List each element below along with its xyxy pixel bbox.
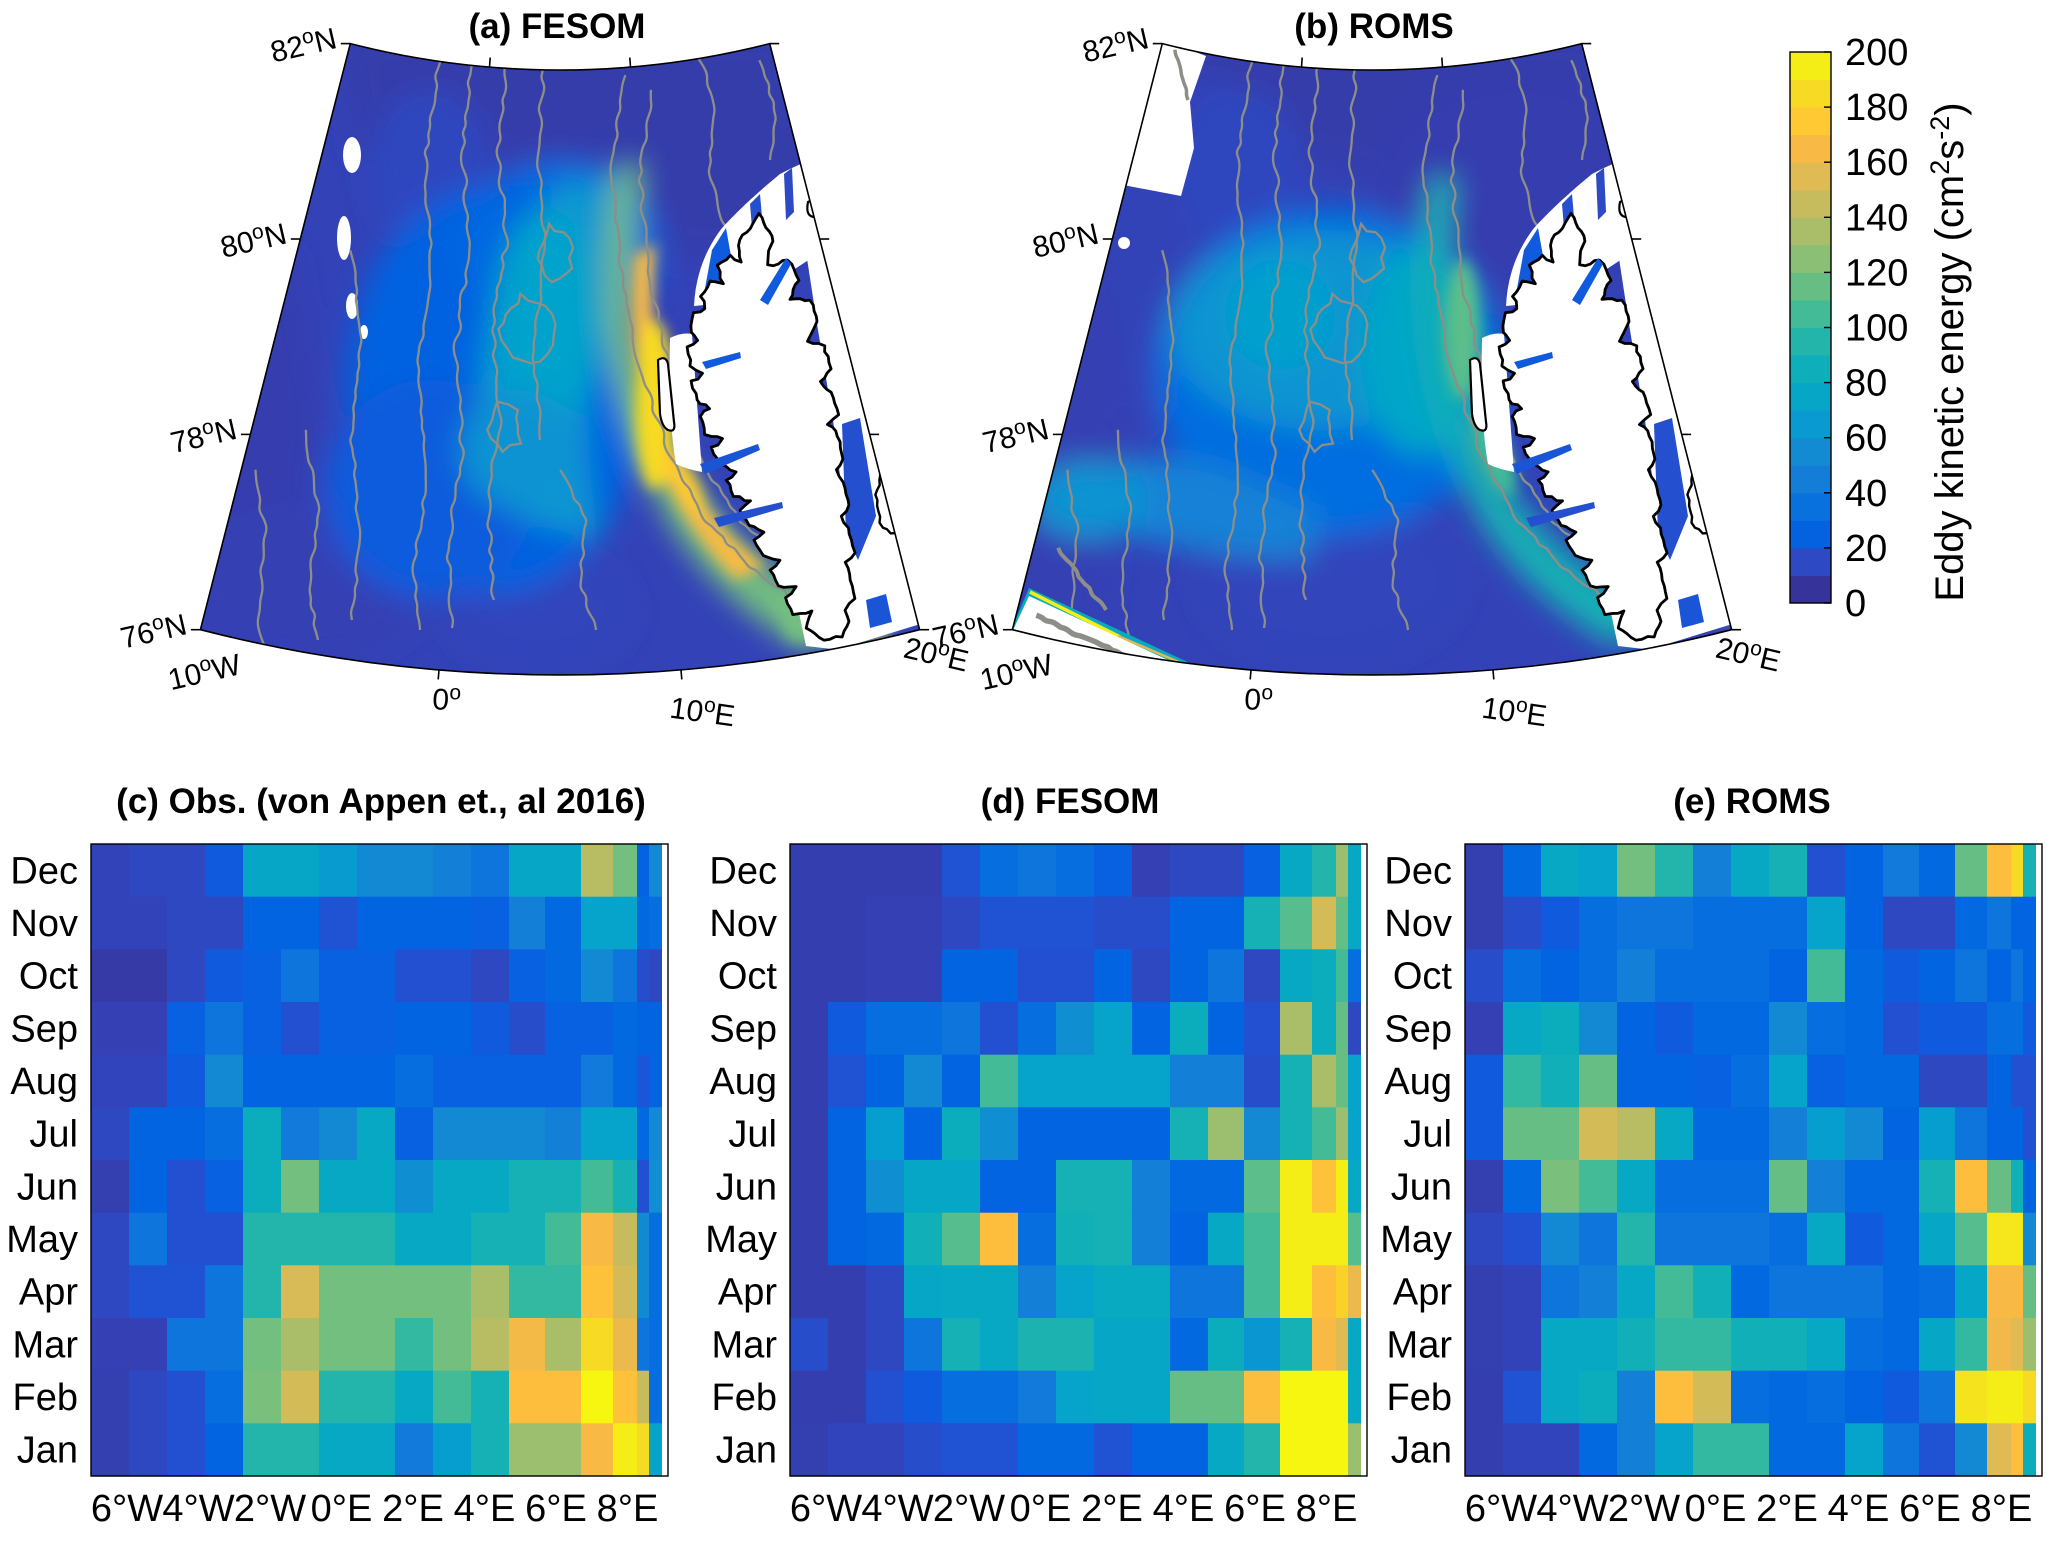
svg-text:Aug: Aug [1384,1061,1452,1103]
svg-text:80: 80 [1845,363,1887,405]
svg-text:Aug: Aug [709,1061,777,1103]
svg-text:Mar: Mar [13,1324,79,1366]
svg-text:Sep: Sep [10,1008,78,1050]
svg-text:140: 140 [1845,197,1908,239]
svg-text:Jun: Jun [716,1166,777,1208]
svg-text:2°W: 2°W [1608,1488,1680,1530]
svg-text:Dec: Dec [709,850,777,892]
svg-text:Oct: Oct [19,956,79,998]
svg-text:Jan: Jan [716,1430,777,1472]
svg-text:Jun: Jun [1391,1166,1452,1208]
svg-text:Oct: Oct [718,956,778,998]
svg-text:4°W: 4°W [1536,1488,1608,1530]
svg-text:Jul: Jul [29,1114,78,1156]
svg-text:6°E: 6°E [525,1488,587,1530]
svg-text:Feb: Feb [712,1377,777,1419]
svg-text:May: May [705,1219,777,1261]
svg-text:2°E: 2°E [1756,1488,1818,1530]
svg-text:0°E: 0°E [1685,1488,1747,1530]
svg-text:160: 160 [1845,142,1908,184]
svg-text:2°W: 2°W [933,1488,1005,1530]
svg-text:0°E: 0°E [1010,1488,1072,1530]
svg-text:8°E: 8°E [1971,1488,2033,1530]
svg-text:May: May [1380,1219,1452,1261]
svg-text:6°W: 6°W [790,1488,862,1530]
svg-text:Jan: Jan [1391,1430,1452,1472]
svg-text:(b) ROMS: (b) ROMS [1294,7,1453,46]
svg-text:Dec: Dec [10,850,78,892]
svg-text:Dec: Dec [1384,850,1452,892]
svg-text:6°E: 6°E [1899,1488,1961,1530]
svg-text:Apr: Apr [1393,1272,1452,1314]
svg-text:Nov: Nov [709,903,777,945]
svg-text:2°E: 2°E [1081,1488,1143,1530]
svg-text:40: 40 [1845,473,1887,515]
svg-text:Feb: Feb [1387,1377,1452,1419]
svg-text:(a) FESOM: (a) FESOM [469,7,646,46]
svg-text:Sep: Sep [1384,1008,1452,1050]
svg-text:(d) FESOM: (d) FESOM [981,782,1160,821]
svg-text:Eddy kinetic energy (cm2s-2): Eddy kinetic energy (cm2s-2) [1925,102,1972,601]
svg-text:Jul: Jul [728,1114,777,1156]
svg-text:4°E: 4°E [454,1488,516,1530]
svg-text:4°E: 4°E [1828,1488,1890,1530]
svg-text:120: 120 [1845,252,1908,294]
svg-text:2°E: 2°E [382,1488,444,1530]
svg-text:4°W: 4°W [861,1488,933,1530]
svg-text:Jun: Jun [17,1166,78,1208]
svg-text:0: 0 [1845,583,1866,625]
svg-text:6°W: 6°W [1465,1488,1537,1530]
svg-text:0o: 0o [1243,680,1273,717]
svg-text:Jan: Jan [17,1430,78,1472]
svg-text:Mar: Mar [712,1324,778,1366]
svg-text:Mar: Mar [1387,1324,1453,1366]
svg-text:Oct: Oct [1393,956,1453,998]
svg-text:6°W: 6°W [91,1488,163,1530]
svg-text:(e) ROMS: (e) ROMS [1673,782,1831,821]
svg-text:20: 20 [1845,528,1887,570]
svg-text:4°E: 4°E [1153,1488,1215,1530]
svg-text:0°E: 0°E [311,1488,373,1530]
svg-text:6°E: 6°E [1224,1488,1286,1530]
svg-text:Nov: Nov [10,903,78,945]
svg-text:8°E: 8°E [597,1488,659,1530]
svg-text:8°E: 8°E [1296,1488,1358,1530]
svg-text:Jul: Jul [1403,1114,1452,1156]
svg-text:200: 200 [1845,32,1908,74]
svg-text:Aug: Aug [10,1061,78,1103]
svg-text:(c) Obs. (von Appen et., al 20: (c) Obs. (von Appen et., al 2016) [116,782,646,821]
svg-text:May: May [6,1219,78,1261]
svg-text:4°W: 4°W [162,1488,234,1530]
svg-text:180: 180 [1845,87,1908,129]
svg-text:Nov: Nov [1384,903,1452,945]
svg-text:Apr: Apr [718,1272,777,1314]
svg-text:100: 100 [1845,308,1908,350]
svg-text:Sep: Sep [709,1008,777,1050]
svg-text:Feb: Feb [13,1377,78,1419]
svg-text:0o: 0o [431,680,461,717]
svg-text:Apr: Apr [19,1272,78,1314]
svg-text:2°W: 2°W [234,1488,306,1530]
svg-text:60: 60 [1845,418,1887,460]
